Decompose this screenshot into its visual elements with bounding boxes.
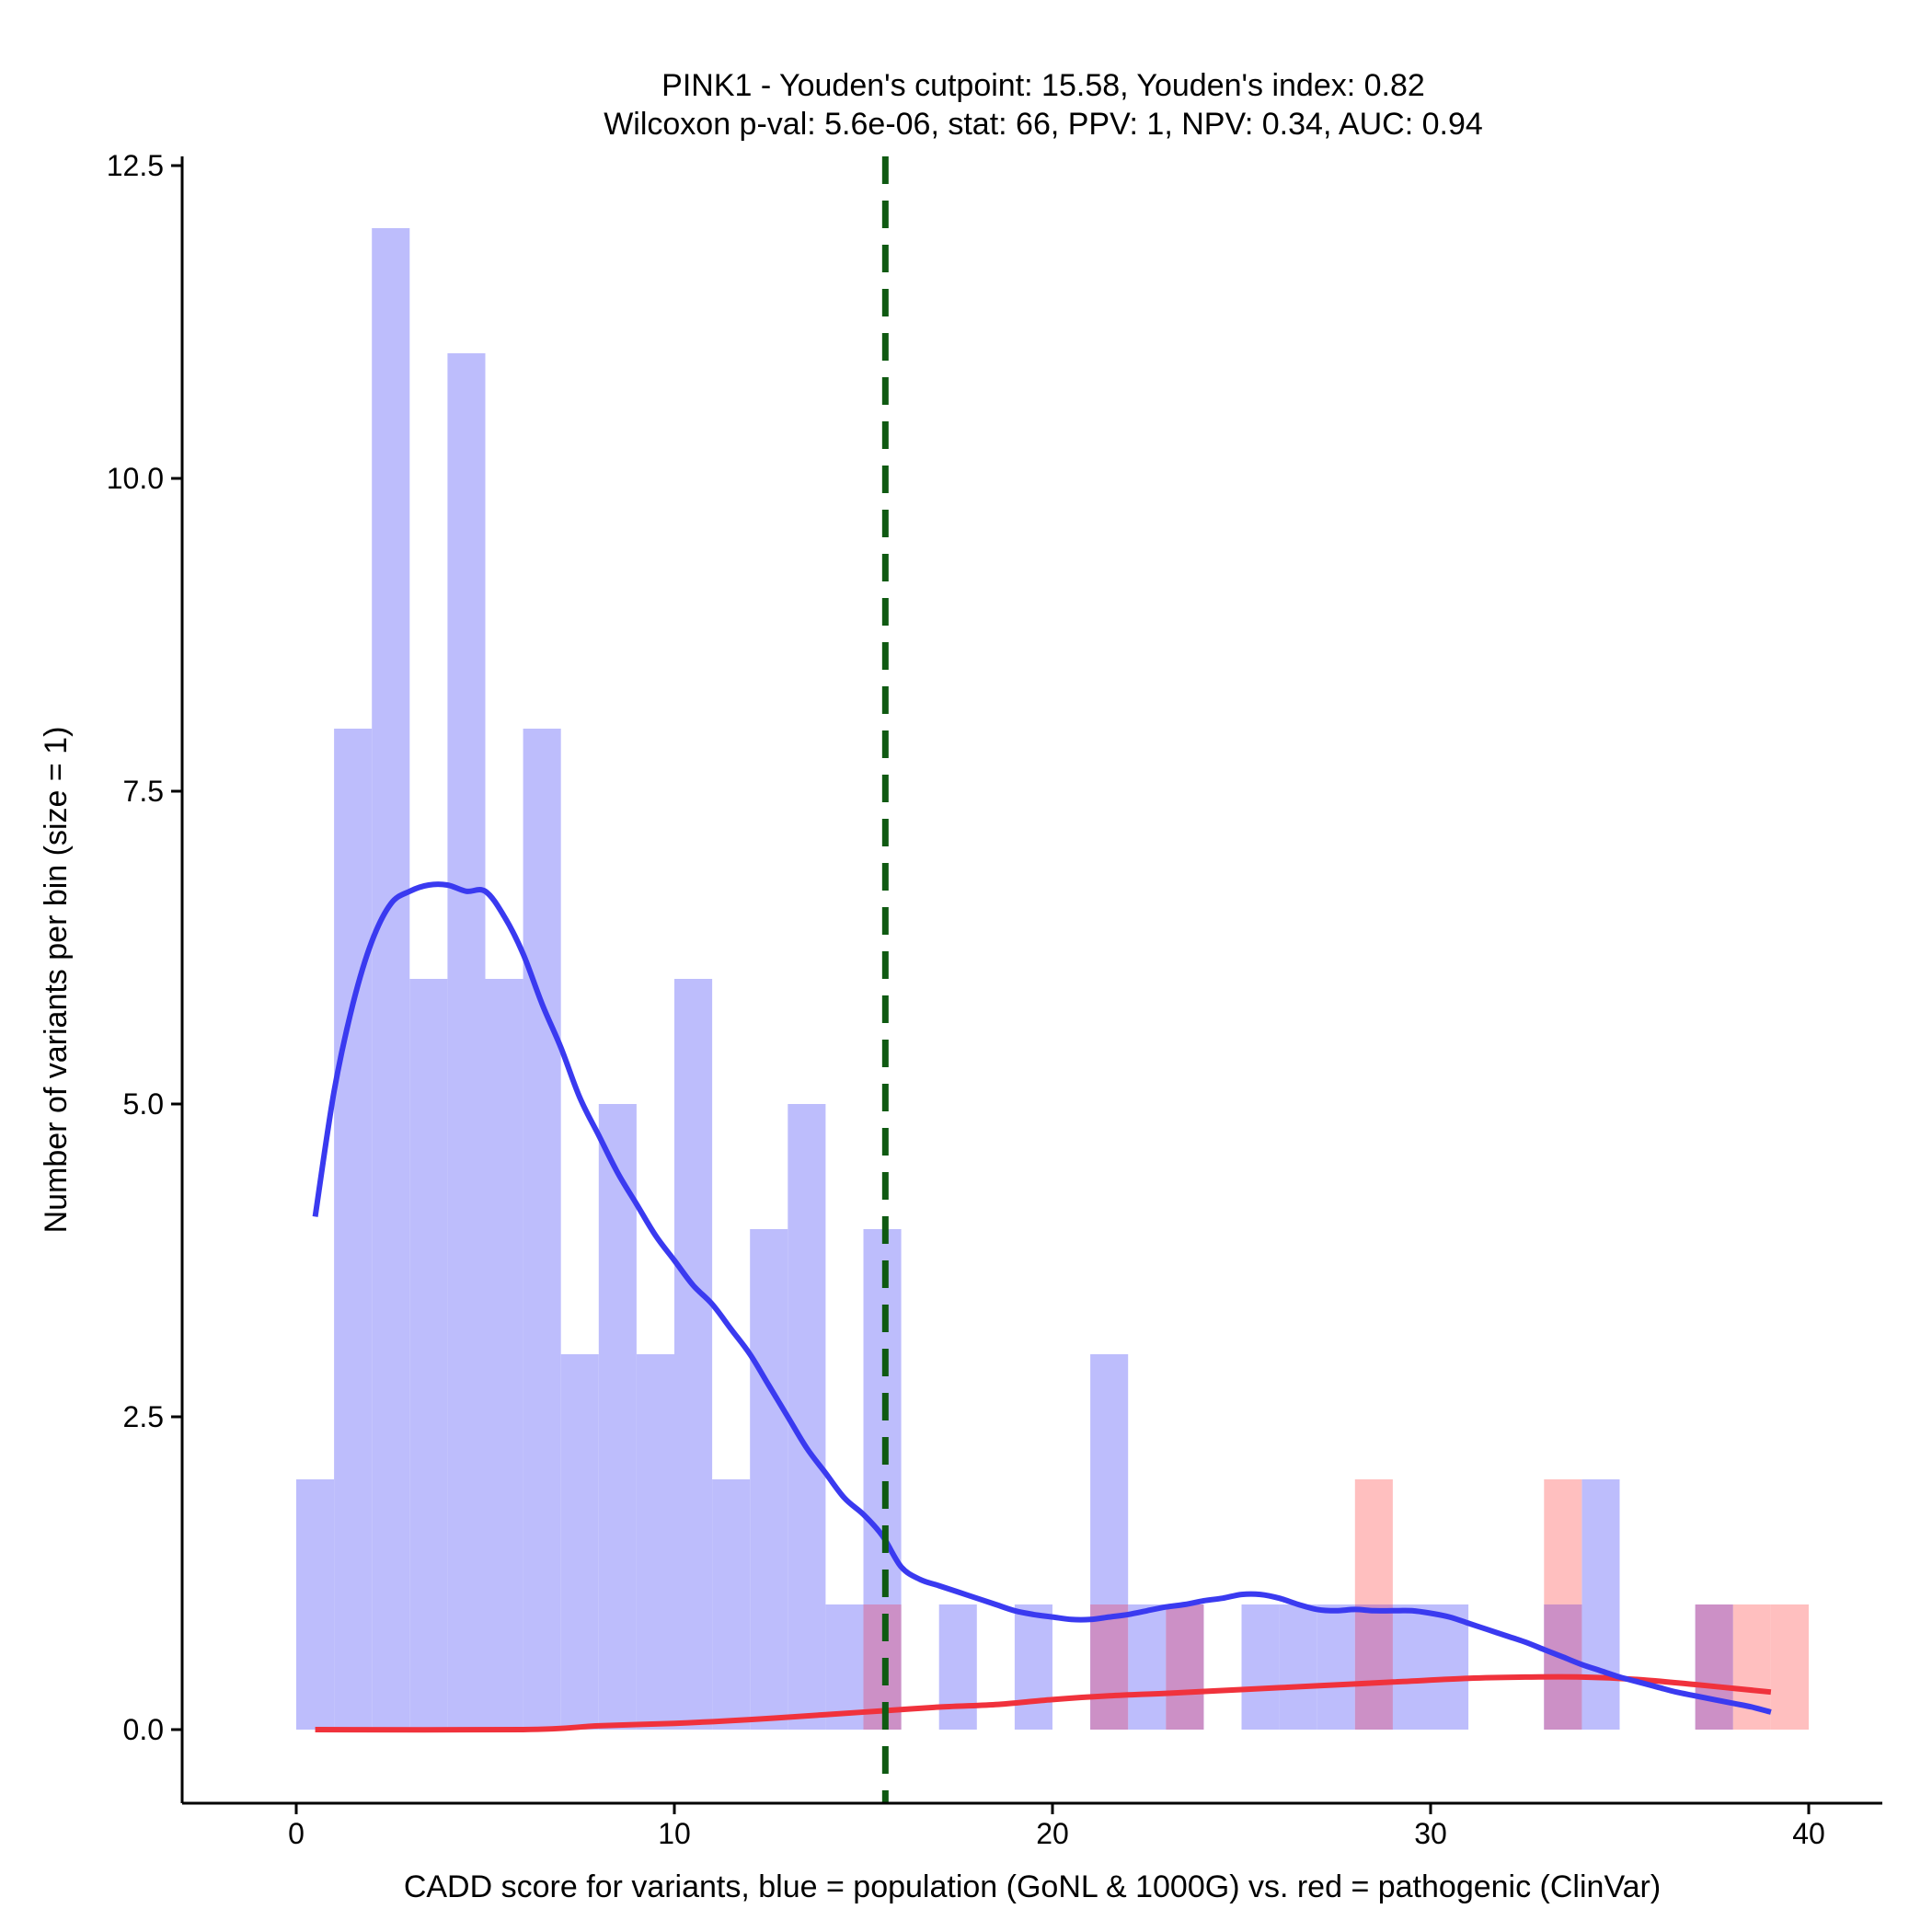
population-bar [296,1479,335,1730]
y-tick-label: 0.0 [123,1713,164,1746]
density-lines [312,881,1772,1733]
population-bar [788,1104,826,1730]
population-bar [1241,1604,1280,1730]
population-bar [334,729,373,1730]
chart-title-line-2: Wilcoxon p-val: 5.6e-06, stat: 66, PPV: … [604,107,1483,142]
y-tick-label: 7.5 [123,775,164,808]
population-bar [485,979,523,1730]
pathogenic-density-line [315,1673,1772,1733]
population-bar [598,1104,637,1730]
pathogenic-bar [1354,1479,1393,1604]
y-tick-label: 12.5 [107,149,164,182]
population-bar [409,979,448,1730]
population-bar [560,1354,599,1730]
population-bar [1392,1604,1431,1730]
x-axis-title: CADD score for variants, blue = populati… [404,1869,1661,1904]
y-tick-label: 5.0 [123,1087,164,1121]
x-tick-label: 0 [288,1817,305,1850]
y-tick-label: 10.0 [107,462,164,495]
population-bar [523,729,561,1730]
population-bar [1014,1604,1052,1730]
overlap-bar [1090,1604,1129,1730]
population-bar [1317,1604,1355,1730]
population-density-line [312,881,1772,1715]
population-bar [1128,1604,1167,1730]
pathogenic-bar [1770,1604,1809,1730]
y-tick-label: 2.5 [123,1400,164,1433]
population-bar [750,1229,788,1730]
overlap-bar [1166,1604,1204,1730]
x-tick-label: 40 [1792,1817,1825,1850]
histogram-bars [296,228,1809,1730]
population-bar [372,228,410,1730]
population-bar [938,1604,977,1730]
overlap-bar [1544,1604,1582,1730]
y-axis-title: Number of variants per bin (size = 1) [39,727,74,1234]
overlap-bar [1354,1604,1393,1730]
population-bar [447,353,486,1730]
population-bar [1581,1479,1620,1730]
x-tick-label: 30 [1414,1817,1447,1850]
overlap-bar [1695,1604,1733,1730]
x-tick-label: 20 [1036,1817,1069,1850]
population-bar [636,1354,674,1730]
pathogenic-bar [1544,1479,1582,1604]
population-bar [674,979,713,1730]
chart-title-line-1: PINK1 - Youden's cutpoint: 15.58, Youden… [661,68,1425,103]
x-axis-ticks: 0 10 20 30 40 [288,1803,1825,1850]
population-bar [825,1604,864,1730]
x-tick-label: 10 [658,1817,691,1850]
population-bar [1431,1604,1469,1730]
population-bar [1279,1604,1317,1730]
y-axis-ticks: 0.0 2.5 5.0 7.5 10.0 12.5 [107,149,182,1746]
population-bar [712,1479,751,1730]
